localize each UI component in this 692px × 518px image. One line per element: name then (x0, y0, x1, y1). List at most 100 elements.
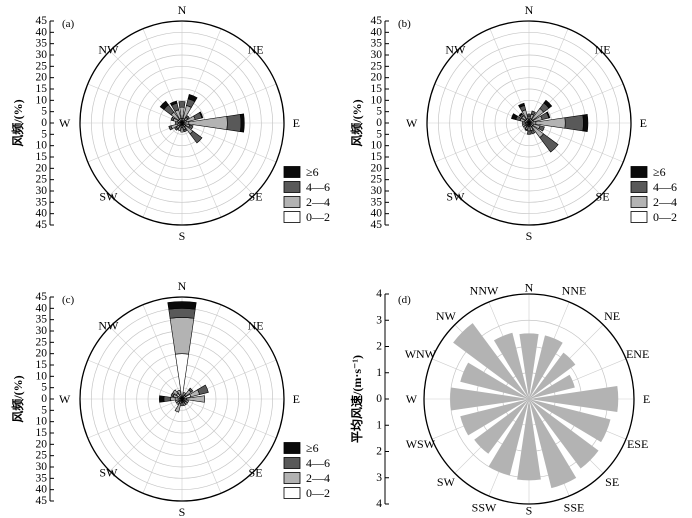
direction-label-N: N (525, 3, 534, 17)
radial-gridline (87, 359, 183, 400)
legend-label: ≥6 (653, 165, 666, 179)
bar-ENE (529, 374, 575, 399)
legend-swatch (283, 166, 301, 178)
y-tick-label: 40 (36, 208, 48, 220)
y-tick-label: 0 (41, 393, 47, 405)
legend-swatch (283, 442, 301, 454)
y-tick-label: 0 (376, 117, 382, 129)
legend-label: ≥6 (306, 165, 319, 179)
bar-N-bin2 (169, 317, 195, 355)
y-tick-label: 10 (36, 370, 48, 382)
y-tick-label: 30 (36, 49, 48, 61)
y-tick-label: 4 (376, 498, 382, 510)
y-tick-label: 5 (41, 128, 47, 140)
y-tick-label: 40 (371, 26, 383, 38)
y-tick-label: 0 (41, 117, 47, 129)
bar-NE (529, 352, 576, 399)
wind-rose-panel-3: 45403530252015105051015202530354045风频/(%… (10, 279, 330, 518)
legend-label: 4—6 (653, 180, 677, 194)
radial-gridline (109, 122, 183, 196)
y-tick-label: 15 (36, 427, 48, 439)
bar-N (519, 333, 539, 399)
radial-gridline (489, 122, 530, 218)
bar-NW-bin4 (518, 112, 523, 117)
direction-label-S: S (526, 229, 533, 243)
legend-label: 0—2 (306, 486, 330, 500)
bar-E-bin2 (186, 395, 205, 403)
bar-ESE-bin3 (538, 125, 545, 132)
y-tick-label: 45 (36, 15, 48, 27)
y-tick-label: 5 (41, 382, 47, 394)
y-tick-label: 20 (371, 162, 383, 174)
bar-NNW-bin4 (169, 100, 178, 106)
y-tick-label: 10 (36, 416, 48, 428)
bar-WNW-bin3 (170, 392, 175, 398)
direction-label-SE: SE (605, 475, 619, 489)
y-tick-label: 20 (36, 72, 48, 84)
y-tick-label: 3 (376, 472, 382, 484)
bar-E-bin3 (226, 114, 242, 132)
outer-circle (79, 296, 285, 502)
direction-label-NE: NE (595, 42, 611, 56)
bar-NW (453, 323, 529, 399)
y-tick-label: 25 (371, 60, 383, 72)
y-tick-label: 15 (36, 359, 48, 371)
legend-label: 4—6 (306, 180, 330, 194)
direction-label-S: S (179, 505, 186, 518)
direction-label-NW: NW (436, 309, 457, 323)
bar-NNE-bin4 (187, 94, 198, 103)
y-tick-label: 40 (36, 26, 48, 38)
direction-label-E: E (293, 392, 300, 406)
y-tick-label: 15 (36, 151, 48, 163)
y-tick-label: 30 (36, 185, 48, 197)
bar-SE-bin3 (189, 130, 203, 144)
radial-gridline (142, 398, 183, 494)
y-tick-label: 1 (376, 367, 382, 379)
radial-gridline (109, 398, 183, 472)
outer-circle (423, 293, 635, 505)
y-tick-label: 45 (371, 15, 383, 27)
bar-W-bin2 (174, 121, 179, 125)
y-tick-label: 30 (371, 185, 383, 197)
bar-WNW-bin4 (511, 113, 518, 121)
legend: ≥64—62—40—2 (283, 165, 330, 224)
direction-label-E: E (293, 116, 300, 130)
bar-WSW-bin2 (522, 123, 527, 127)
y-tick-label: 30 (371, 49, 383, 61)
wind-rose-panel-2: 45403530252015105051015202530354045风频/(%… (349, 3, 677, 243)
radial-gridline (181, 326, 255, 400)
bar-NW-bin2 (172, 389, 179, 396)
direction-label-W: W (59, 116, 71, 130)
direction-label-N: N (525, 281, 534, 295)
bar-SW-bin2 (176, 400, 181, 405)
radial-gridline (181, 398, 277, 439)
y-tick-label: 35 (371, 196, 383, 208)
bar-SW-bin2 (523, 124, 528, 129)
legend-swatch (283, 487, 301, 499)
direction-labels: N NE E SE S SW W NW (59, 3, 300, 243)
direction-labels: N NE E SE S SW W NW (59, 279, 300, 518)
radial-gridline (87, 398, 183, 439)
y-tick-label: 40 (36, 484, 48, 496)
direction-label-ESE: ESE (627, 437, 648, 451)
grid-circle (460, 54, 598, 192)
direction-label-W: W (406, 116, 418, 130)
bar-ENE-bin4 (199, 111, 204, 119)
y-tick-label: 20 (371, 72, 383, 84)
y-tick-label: 1 (376, 419, 382, 431)
y-axis-label: 风频/(%) (10, 375, 25, 422)
legend-label: 2—4 (306, 471, 330, 485)
bar-WSW (460, 399, 529, 436)
direction-label-SSW: SSW (472, 501, 497, 515)
bar-SSW-bin3 (524, 128, 528, 132)
bar-SE-bin2 (183, 400, 188, 405)
legend-label: 4—6 (306, 456, 330, 470)
legend-swatch (283, 196, 301, 208)
bar-SSW (488, 399, 529, 476)
radial-gridline (181, 122, 277, 163)
bar-N-bin4 (167, 301, 197, 310)
radial-gridline (528, 122, 624, 163)
y-tick-label: 2 (376, 446, 382, 458)
bar-S-bin2 (180, 127, 184, 133)
